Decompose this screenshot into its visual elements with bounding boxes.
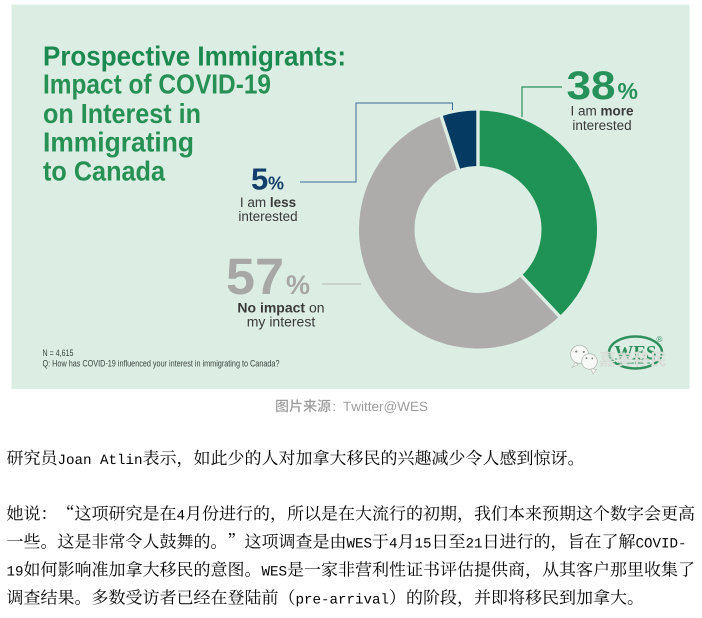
svg-text:interested: interested bbox=[572, 118, 631, 133]
svg-text:%: % bbox=[286, 270, 310, 300]
svg-text:Q: How has COVID-19 influenced: Q: How has COVID-19 influenced your inte… bbox=[43, 359, 280, 370]
svg-text:I am more: I am more bbox=[570, 104, 634, 119]
svg-text:Prospective Immigrants:: Prospective Immigrants: bbox=[43, 40, 346, 71]
svg-text:interested: interested bbox=[238, 209, 297, 224]
svg-text:my interest: my interest bbox=[247, 314, 316, 330]
svg-text:N = 4,615: N = 4,615 bbox=[43, 348, 74, 359]
svg-text:Impact of COVID-19: Impact of COVID-19 bbox=[43, 69, 271, 100]
svg-text:I am less: I am less bbox=[240, 195, 296, 210]
svg-text:on Interest in: on Interest in bbox=[43, 98, 201, 129]
svg-text:No impact on: No impact on bbox=[237, 300, 324, 316]
svg-text:®: ® bbox=[657, 335, 663, 344]
svg-text:%: % bbox=[268, 174, 284, 194]
svg-text:Immigrating: Immigrating bbox=[43, 127, 194, 158]
svg-text:38: 38 bbox=[567, 64, 616, 108]
svg-text:57: 57 bbox=[226, 248, 284, 305]
svg-text:to Canada: to Canada bbox=[43, 156, 165, 187]
svg-text:%: % bbox=[618, 78, 638, 104]
svg-text:5: 5 bbox=[251, 162, 268, 197]
